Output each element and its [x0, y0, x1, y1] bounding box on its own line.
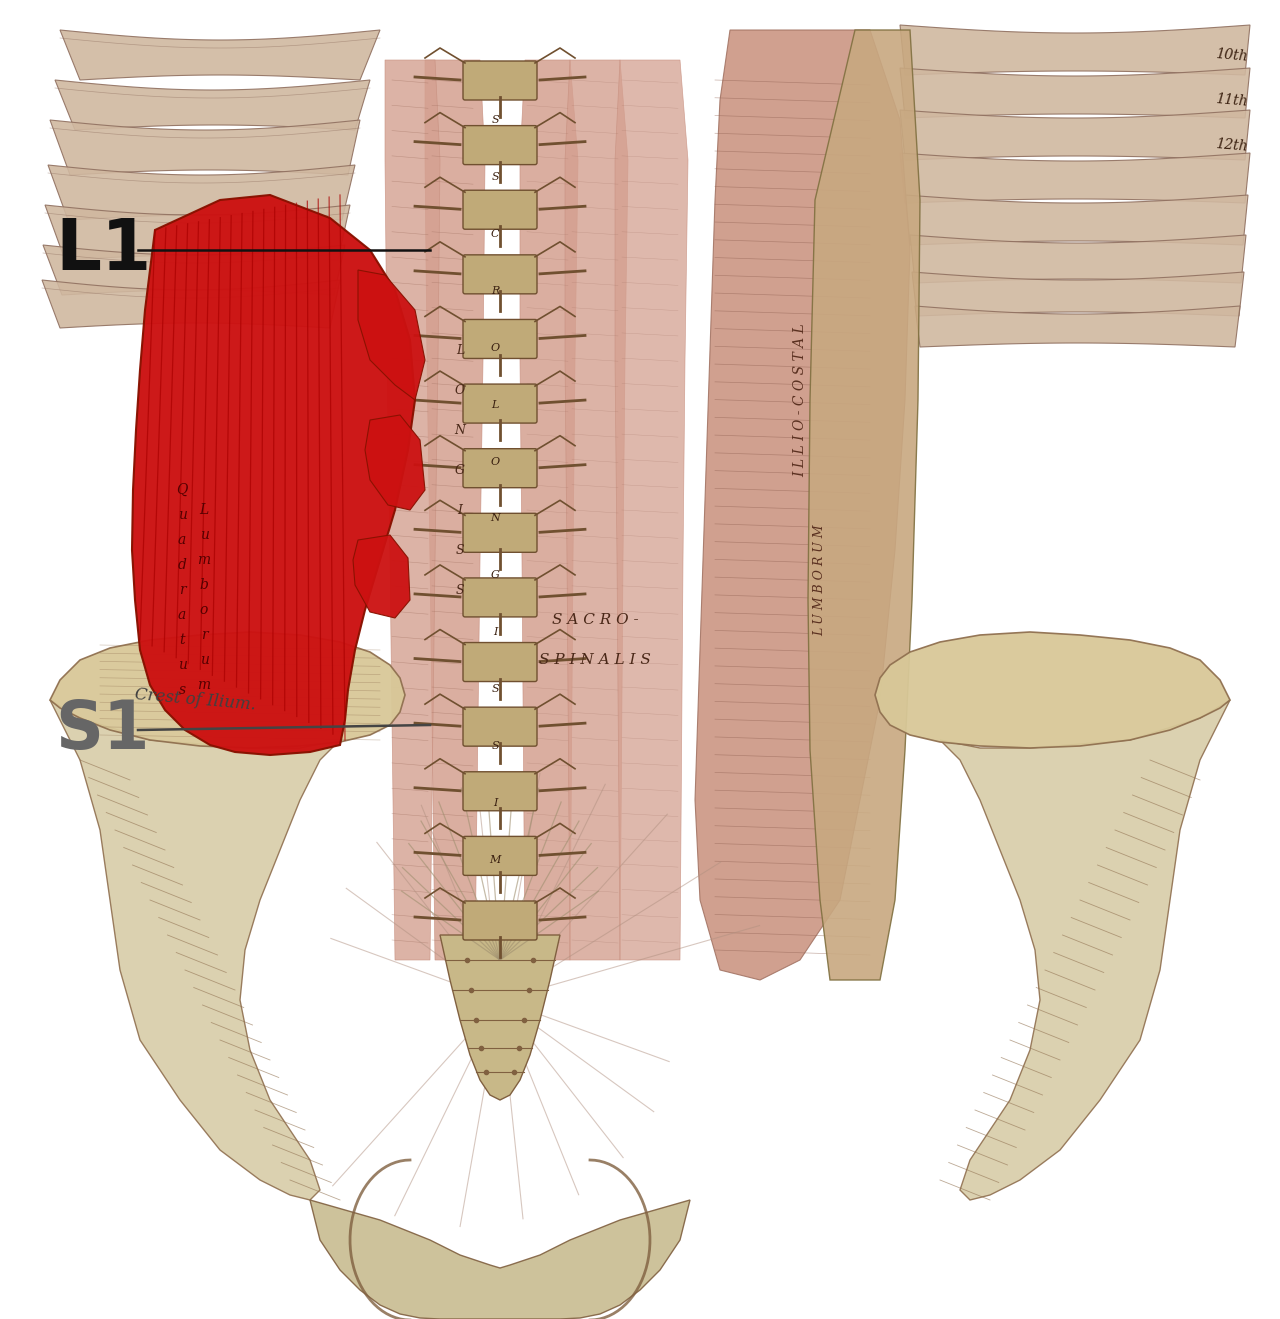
FancyBboxPatch shape [463, 901, 538, 940]
Polygon shape [310, 1200, 690, 1319]
Text: S1: S1 [55, 696, 150, 762]
Text: N: N [454, 423, 466, 437]
Polygon shape [915, 306, 1240, 347]
Polygon shape [900, 25, 1251, 75]
Text: u: u [178, 508, 187, 522]
FancyBboxPatch shape [463, 578, 538, 617]
Text: O: O [490, 343, 499, 352]
Text: N: N [490, 513, 500, 524]
Polygon shape [50, 700, 340, 1200]
Text: o: o [200, 603, 209, 617]
Text: R: R [490, 286, 499, 295]
FancyBboxPatch shape [463, 836, 538, 876]
Polygon shape [49, 165, 355, 220]
FancyBboxPatch shape [463, 125, 538, 165]
Text: O: O [454, 384, 465, 397]
Polygon shape [440, 935, 561, 1100]
Text: L: L [492, 400, 499, 410]
Polygon shape [876, 632, 1230, 748]
Text: S: S [492, 115, 499, 125]
Polygon shape [50, 120, 360, 175]
Polygon shape [695, 30, 910, 980]
Polygon shape [905, 195, 1248, 245]
FancyBboxPatch shape [463, 61, 538, 100]
FancyBboxPatch shape [463, 642, 538, 682]
Text: I: I [493, 798, 497, 809]
Text: O: O [490, 456, 499, 467]
Text: I: I [493, 628, 497, 637]
Polygon shape [614, 59, 689, 960]
Text: S: S [456, 583, 465, 596]
Text: r: r [201, 628, 207, 642]
Text: I: I [457, 504, 462, 517]
Polygon shape [358, 270, 425, 400]
FancyBboxPatch shape [463, 190, 538, 230]
Text: Q: Q [177, 483, 188, 497]
Text: t: t [179, 633, 184, 648]
Polygon shape [808, 30, 920, 980]
Text: Crest of Ilium.: Crest of Ilium. [133, 686, 256, 714]
Polygon shape [55, 80, 370, 131]
FancyBboxPatch shape [463, 319, 538, 359]
Text: L: L [200, 503, 209, 517]
Text: b: b [200, 578, 209, 592]
Text: G: G [490, 570, 499, 580]
Text: a: a [178, 533, 186, 547]
Polygon shape [911, 272, 1244, 317]
Text: S: S [492, 685, 499, 694]
Text: r: r [179, 583, 186, 598]
FancyBboxPatch shape [463, 772, 538, 811]
Text: u: u [200, 653, 209, 667]
Text: 10th: 10th [1215, 46, 1248, 63]
Text: u: u [178, 658, 187, 671]
Polygon shape [365, 415, 425, 510]
Polygon shape [385, 59, 440, 960]
FancyBboxPatch shape [463, 513, 538, 553]
Polygon shape [44, 245, 346, 295]
Text: G: G [454, 463, 465, 476]
Text: m: m [197, 678, 211, 692]
FancyBboxPatch shape [463, 255, 538, 294]
Text: L: L [456, 343, 465, 356]
Text: S A C R O -: S A C R O - [552, 613, 639, 627]
Polygon shape [520, 59, 579, 960]
Polygon shape [60, 30, 380, 80]
Polygon shape [353, 536, 410, 619]
Text: M: M [489, 855, 500, 865]
FancyBboxPatch shape [463, 448, 538, 488]
Text: 11th: 11th [1215, 91, 1248, 108]
Text: S: S [492, 741, 499, 751]
Polygon shape [42, 280, 340, 328]
Text: S P I N A L I S: S P I N A L I S [539, 653, 652, 667]
Polygon shape [425, 59, 485, 960]
Polygon shape [45, 204, 349, 260]
Polygon shape [900, 153, 1251, 203]
Text: d: d [178, 558, 187, 572]
Polygon shape [910, 235, 1245, 284]
Text: S: S [456, 543, 465, 557]
Polygon shape [50, 632, 404, 748]
Text: L1: L1 [55, 215, 151, 285]
FancyBboxPatch shape [463, 707, 538, 747]
Polygon shape [564, 59, 628, 960]
Polygon shape [900, 69, 1251, 117]
Text: L U M B O R U M: L U M B O R U M [814, 524, 827, 636]
Text: m: m [197, 553, 211, 567]
Text: I L L I O - C O S T A L: I L L I O - C O S T A L [794, 323, 806, 477]
Text: u: u [200, 528, 209, 542]
Polygon shape [900, 109, 1251, 160]
Text: C: C [490, 228, 499, 239]
Text: S: S [492, 171, 499, 182]
Text: 12th: 12th [1215, 137, 1248, 153]
Polygon shape [132, 195, 415, 754]
FancyBboxPatch shape [463, 384, 538, 423]
Text: s: s [178, 683, 186, 696]
Polygon shape [940, 700, 1230, 1200]
Text: a: a [178, 608, 186, 623]
